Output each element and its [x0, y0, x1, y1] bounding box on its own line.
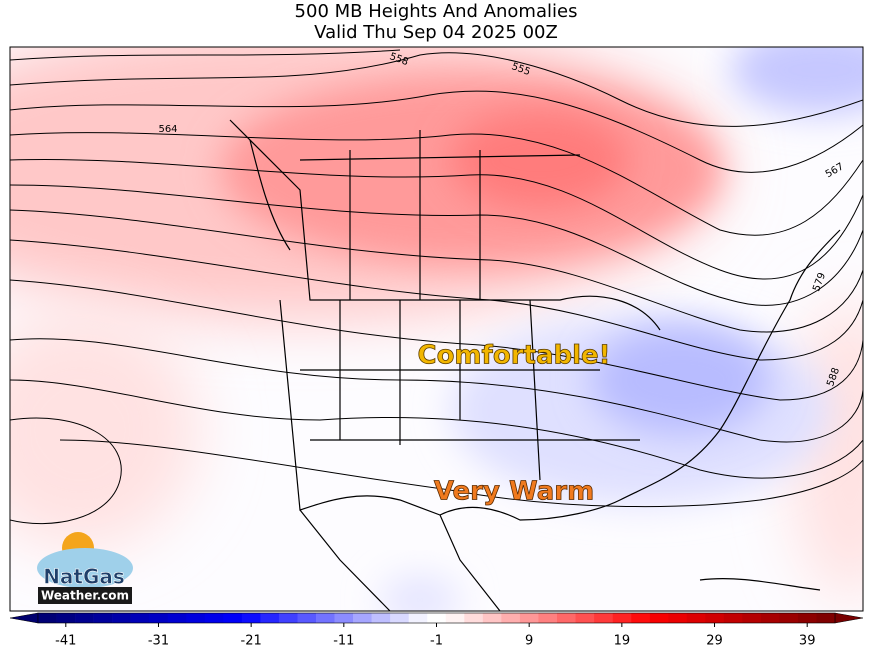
height-contours — [10, 49, 863, 525]
colorbar-bin — [538, 613, 558, 623]
subtitle: Valid Thu Sep 04 2025 00Z — [314, 22, 558, 43]
colorbar-bin — [186, 613, 206, 623]
colorbar-bin — [445, 613, 465, 623]
colorbar-bin — [223, 613, 243, 623]
colorbar-bin — [556, 613, 576, 623]
contour-label: 564 — [158, 124, 177, 135]
colorbar-bin — [260, 613, 280, 623]
colorbar-bin — [797, 613, 817, 623]
colorbar-tick-label: 39 — [799, 634, 816, 649]
colorbar-bin — [204, 613, 224, 623]
colorbar-bin — [75, 613, 94, 623]
cool-anomaly-south — [380, 575, 460, 611]
map-area: 558 555 564 567 579 588 Comfortable! Ver… — [10, 47, 863, 611]
political-borders — [229, 119, 841, 611]
colorbar-extend-high — [834, 612, 864, 624]
title: 500 MB Heights And Anomalies — [295, 1, 578, 22]
colorbar-bin — [38, 613, 57, 623]
map-frame — [9, 46, 864, 612]
colorbar-bin — [668, 613, 688, 623]
colorbar-bin — [594, 613, 613, 623]
colorbar-bin — [631, 613, 650, 623]
cool-anomaly-north — [730, 47, 863, 115]
colorbar-bin — [705, 613, 725, 623]
colorbar-bin — [241, 613, 261, 623]
colorbar-bin — [371, 613, 391, 623]
colorbar-bin — [334, 613, 354, 623]
colorbar-bin — [779, 613, 799, 623]
annotation-comfortable: Comfortable! — [417, 341, 610, 371]
colorbar-tick-label: -21 — [241, 634, 262, 649]
warm-anomaly-peak — [450, 110, 630, 210]
colorbar-bin — [93, 613, 113, 623]
colorbar-bin — [167, 613, 187, 623]
colorbar-bin — [482, 613, 502, 623]
colorbar-bin — [408, 613, 428, 623]
logo-subtext: Weather.com — [41, 589, 129, 603]
logo-text: NatGas — [43, 565, 125, 589]
colorbar-bin — [149, 613, 169, 623]
colorbar-bin — [612, 613, 632, 623]
colorbar-tick-label: -1 — [430, 634, 443, 649]
colorbar-bin — [519, 613, 539, 623]
colorbar-bin — [130, 613, 150, 623]
colorbar-bin — [723, 613, 743, 623]
colorbar-bin — [278, 613, 298, 623]
colorbar-bin — [112, 613, 131, 623]
warm-anomaly-west — [10, 310, 200, 550]
colorbar-bin — [297, 613, 317, 623]
logo: NatGas Weather.com — [37, 532, 133, 604]
colorbar-tick-label: 9 — [525, 634, 533, 649]
colorbar-bin — [427, 613, 447, 623]
colorbar-bin — [686, 613, 706, 623]
colorbar-bin — [353, 613, 372, 623]
colorbar-bin — [390, 613, 409, 623]
colorbar-bin — [575, 613, 595, 623]
colorbar-tick-label: -41 — [55, 634, 76, 649]
colorbar: -41 -31 -21 -11 -1 9 19 29 39 — [9, 612, 864, 649]
colorbar-bin — [760, 613, 780, 623]
colorbar-bin — [316, 613, 335, 623]
colorbar-bin — [501, 613, 521, 623]
colorbar-tick-label: -11 — [333, 634, 354, 649]
colorbar-extend-low — [9, 612, 39, 624]
colorbar-bin — [649, 613, 669, 623]
colorbar-bin — [56, 613, 76, 623]
colorbar-tick-label: 29 — [706, 634, 723, 649]
colorbar-tick-label: -31 — [148, 634, 169, 649]
colorbar-bin — [816, 613, 836, 623]
annotation-very-warm: Very Warm — [434, 477, 594, 507]
colorbar-bin — [464, 613, 484, 623]
colorbar-bin — [742, 613, 762, 623]
colorbar-tick-label: 19 — [614, 634, 631, 649]
